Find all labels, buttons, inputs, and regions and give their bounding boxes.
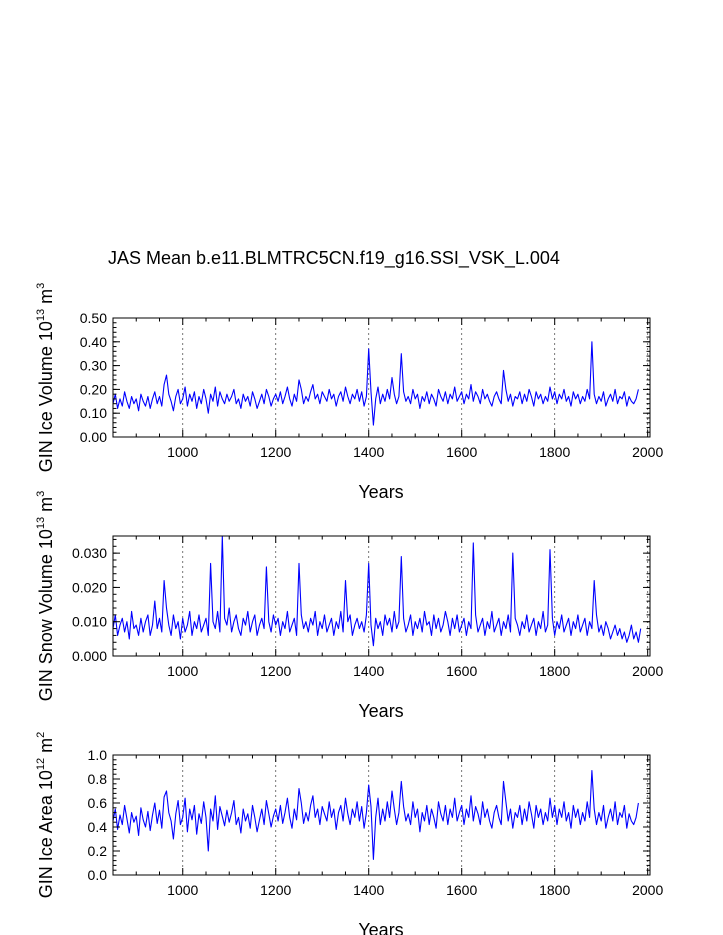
- x-tick-label: 1000: [167, 444, 198, 460]
- x-tick-label: 1800: [539, 663, 570, 679]
- y-axis-label: GIN Ice Area 1012 m2: [35, 732, 56, 898]
- y-tick-label: 0.2: [88, 843, 108, 859]
- x-tick-label: 1200: [260, 882, 291, 898]
- y-tick-label: 0.4: [88, 819, 108, 835]
- y-tick-label: 0.8: [88, 771, 108, 787]
- x-tick-label: 1600: [446, 663, 477, 679]
- series-line-1: [112, 770, 639, 860]
- plot-frame: [112, 535, 651, 657]
- y-tick-label: 0.000: [72, 648, 107, 664]
- panels-group: 1000 1200 1400 1600 1800 2000 0.00 0.10 0.20 0.30…: [35, 283, 663, 935]
- y-axis-label: GIN Snow Volume 1013 m3: [35, 491, 56, 701]
- y-tick-label: 0.40: [80, 334, 107, 350]
- y-tick-label: 0.020: [72, 579, 107, 595]
- y-tick-label: 0.50: [80, 310, 107, 326]
- plot-frame: [112, 317, 651, 438]
- series-line-1: [112, 535, 642, 647]
- y-tick-label: 0.0: [88, 867, 108, 883]
- x-tick-label: 1000: [167, 663, 198, 679]
- x-tick-label: 2000: [632, 444, 663, 460]
- x-tick-label: 2000: [632, 882, 663, 898]
- x-tick-label: 1600: [446, 444, 477, 460]
- x-tick-label: 1400: [353, 882, 384, 898]
- plot-frame: [112, 754, 651, 876]
- x-tick-label: 1400: [353, 663, 384, 679]
- y-tick-label: 0.30: [80, 358, 107, 374]
- x-axis-label: Years: [358, 920, 403, 935]
- panel-ice-volume: 1000 1200 1400 1600 1800 2000 0.00 0.10 0.20 0.30…: [35, 283, 663, 502]
- y-tick-label: 0.010: [72, 614, 107, 630]
- x-tick-label: 1800: [539, 882, 570, 898]
- y-axis-label: GIN Ice Volume 1013 m3: [35, 283, 56, 472]
- figure-title: JAS Mean b.e11.BLMTRC5CN.f19_g16.SSI_VSK…: [108, 248, 560, 269]
- x-axis-label: Years: [358, 701, 403, 721]
- panel-ice-area: 1000 1200 1400 1600 1800 2000 0.0 0.2 0.4 0.6 0.8 1…: [35, 732, 663, 935]
- panel-snow-volume: 1000 1200 1400 1600 1800 2000 0.000 0.010 0.020 0…: [35, 491, 663, 721]
- x-tick-label: 1000: [167, 882, 198, 898]
- y-tick-label: 0.20: [80, 381, 107, 397]
- x-tick-label: 1200: [260, 444, 291, 460]
- x-tick-label: 1600: [446, 882, 477, 898]
- y-tick-label: 0.10: [80, 405, 107, 421]
- y-tick-label: 1.0: [88, 747, 108, 763]
- y-tick-label: 0.00: [80, 429, 107, 445]
- x-axis-label: Years: [358, 482, 403, 502]
- x-tick-label: 1200: [260, 663, 291, 679]
- y-tick-label: 0.6: [88, 795, 108, 811]
- y-tick-label: 0.030: [72, 545, 107, 561]
- x-tick-label: 1800: [539, 444, 570, 460]
- x-tick-label: 2000: [632, 663, 663, 679]
- series-line-1: [112, 341, 639, 426]
- x-tick-label: 1400: [353, 444, 384, 460]
